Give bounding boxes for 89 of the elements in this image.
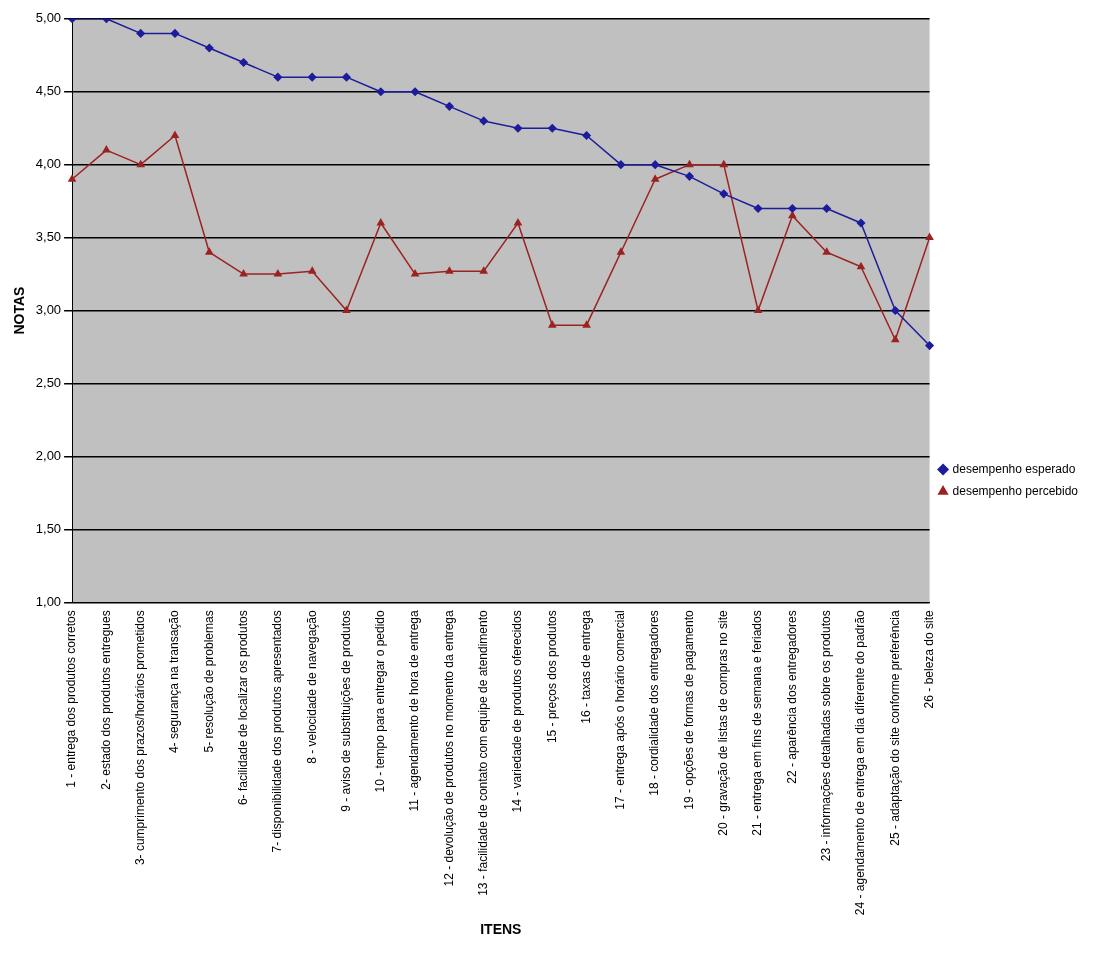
- x-tick-label: 21 - entrega em fins de semana e feriados: [750, 610, 765, 836]
- point: [479, 266, 488, 274]
- point: [582, 320, 591, 328]
- y-tick-label: 4,00: [35, 156, 62, 172]
- legend-label: desempenho esperado: [952, 461, 1076, 476]
- point: [445, 102, 454, 111]
- x-tick-label: 5- resolução de problemas: [201, 610, 216, 753]
- point: [788, 211, 797, 219]
- x-tick-label: 26 - beleza do site: [921, 609, 936, 709]
- x-tick-label: 19 - opções de formas de pagamento: [681, 610, 696, 810]
- point: [205, 43, 214, 53]
- point: [376, 87, 386, 96]
- point: [273, 72, 283, 82]
- point: [856, 218, 866, 228]
- point: [720, 160, 728, 168]
- point: [136, 160, 145, 168]
- point: [616, 160, 626, 169]
- y-tick-label: 3,50: [35, 229, 62, 245]
- x-tick-label: 10 - tempo para entregar o pedido: [373, 609, 388, 793]
- y-tick-label: 1,50: [35, 520, 62, 536]
- point: [307, 72, 317, 82]
- x-tick-label: 7- disponibilidade dos produtos apresentados: [270, 610, 285, 853]
- point: [651, 175, 659, 182]
- y-tick-label: 1,00: [35, 593, 62, 609]
- x-tick-label: 8 - velocidade de navegação: [304, 609, 319, 764]
- point: [102, 145, 111, 153]
- x-tick-label: 13 - facilidade de contato com equipe de atendimento: [476, 609, 490, 896]
- point: [754, 306, 762, 314]
- x-tick-label: 20 - gravação de listas de compras no site: [716, 609, 731, 836]
- point: [685, 172, 694, 181]
- y-tick-label: 5,00: [35, 10, 62, 26]
- point: [685, 160, 694, 168]
- legend-label: desempenho percebido: [952, 483, 1079, 498]
- point: [342, 306, 351, 314]
- y-axis-title: NOTAS: [11, 286, 28, 335]
- x-tick-label: 4- segurança na transação: [167, 609, 182, 754]
- point: [719, 189, 729, 199]
- x-tick-label: 3- cumprimento dos prazos/horários prometidos: [133, 610, 148, 866]
- point: [891, 306, 900, 315]
- x-tick-label: 9 - aviso de substituições de produtos: [338, 610, 353, 812]
- x-tick-label: 11 - agendamento de hora de entrega: [407, 609, 422, 812]
- point: [274, 269, 282, 277]
- point: [822, 204, 831, 213]
- point: [411, 269, 419, 277]
- x-tick-label: 12 - devolução de produtos no momento da entrega: [441, 609, 456, 887]
- point: [410, 87, 420, 96]
- x-tick-label: 24 - agendamento de entrega em dia diferente do padrão: [853, 609, 868, 916]
- point: [514, 218, 522, 226]
- point: [548, 123, 557, 133]
- x-tick-label: 6- facilidade de localizar os produtos: [235, 610, 250, 806]
- point: [788, 204, 797, 213]
- x-tick-label: 1 - entrega dos produtos corretos: [64, 610, 79, 788]
- x-tick-label: 22 - aparência dos entregadores: [784, 610, 799, 784]
- y-tick-label: 3,00: [35, 302, 62, 318]
- x-tick-label: 14 - variedade de produtos oferecidos: [510, 610, 525, 813]
- x-tick-label: 2- estado dos produtos entregues: [98, 610, 113, 790]
- point: [891, 335, 900, 343]
- point: [239, 58, 248, 67]
- x-tick-label: 16 - taxas de entrega: [578, 610, 593, 724]
- point: [377, 218, 385, 226]
- point: [822, 247, 831, 255]
- point: [617, 247, 625, 255]
- point: [857, 262, 865, 270]
- point: [513, 123, 523, 133]
- point: [650, 160, 660, 169]
- point: [342, 72, 351, 82]
- point: [753, 204, 763, 213]
- x-tick-label: 25 - adaptação do site conforme preferência: [887, 609, 902, 846]
- point: [925, 233, 934, 241]
- y-tick-label: 2,50: [35, 375, 62, 391]
- point: [205, 247, 214, 255]
- point: [445, 266, 454, 274]
- point: [171, 131, 179, 138]
- point: [308, 266, 316, 274]
- y-tick-label: 2,00: [35, 448, 62, 464]
- x-axis-title: ITENS: [480, 921, 522, 938]
- x-tick-label: 23 - informações detalhadas sobre os produtos: [818, 610, 833, 862]
- x-tick-label: 17 - entrega após o horário comercial: [613, 610, 628, 810]
- y-tick-label: 4,50: [35, 83, 62, 99]
- point: [548, 320, 557, 328]
- point: [170, 29, 180, 38]
- point: [479, 116, 488, 126]
- point: [925, 341, 934, 350]
- x-tick-label: 18 - cordialidade dos entregadores: [647, 610, 662, 796]
- point: [239, 269, 248, 277]
- point: [136, 29, 145, 38]
- point: [582, 131, 591, 140]
- point: [68, 175, 76, 182]
- x-tick-label: 15 - preços dos produtos: [544, 610, 559, 744]
